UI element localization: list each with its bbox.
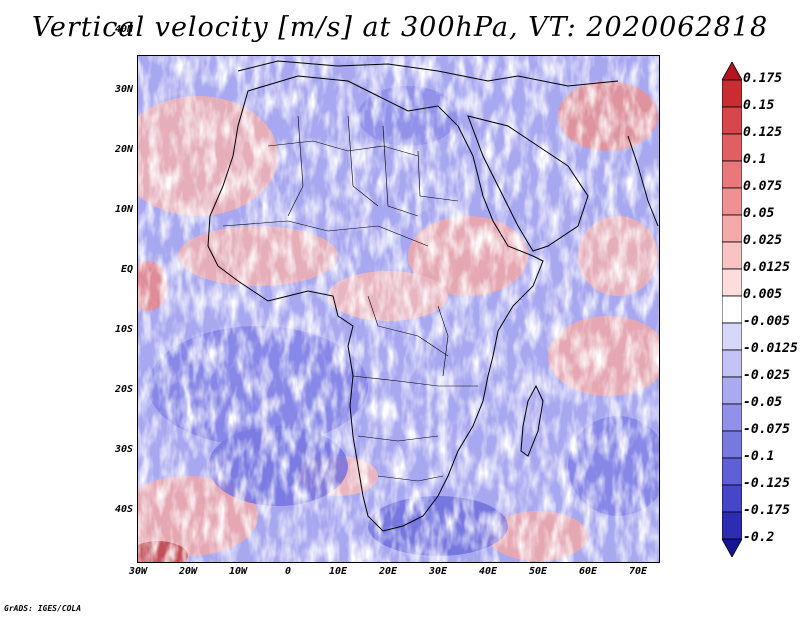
lon-label-70e: 70E — [628, 566, 648, 577]
lon-label-10e: 10E — [328, 566, 348, 577]
country-borders — [222, 115, 478, 482]
colorbar-box — [722, 160, 742, 189]
lat-label-20s: 20S — [114, 384, 133, 395]
coastlines — [207, 60, 659, 532]
colorbar-box — [722, 484, 742, 513]
madagascar-coastline — [520, 384, 544, 457]
colorbar-box — [722, 106, 742, 135]
lon-label-30w: 30W — [128, 566, 148, 577]
lon-label-0: 0 — [284, 566, 292, 577]
colorbar-box — [722, 214, 742, 243]
lon-label-50e: 50E — [528, 566, 548, 577]
lat-label-10n: 10N — [114, 204, 133, 215]
colorbar-label: 0.075 — [743, 179, 783, 194]
footer-credit: GrADS: IGES/COLA — [4, 604, 82, 613]
lon-label-20w: 20W — [178, 566, 198, 577]
colorbar-box — [722, 457, 742, 486]
colorbar-box — [722, 430, 742, 459]
colorbar-label: 0.05 — [743, 206, 775, 221]
colorbar-label: 0.0125 — [743, 260, 790, 275]
lon-label-30e: 30E — [428, 566, 448, 577]
colorbar-label: -0.075 — [743, 422, 790, 437]
africa-coastline — [207, 75, 544, 532]
lat-label-eq: EQ — [120, 264, 133, 275]
lat-label-30s: 30S — [114, 444, 133, 455]
field-texture — [138, 56, 659, 562]
colorbar-box — [722, 268, 742, 297]
colorbar-box — [722, 295, 742, 324]
colorbar-label: -0.0125 — [743, 341, 798, 356]
colorbar — [722, 62, 742, 557]
lat-label-30n: 30N — [114, 84, 133, 95]
europe-coastline — [237, 60, 619, 87]
lon-label-40e: 40E — [478, 566, 498, 577]
colorbar-box — [722, 322, 742, 351]
colorbar-label: -0.2 — [743, 530, 775, 545]
lon-label-60e: 60E — [578, 566, 598, 577]
lat-label-10s: 10S — [114, 324, 133, 335]
colorbar-top-arrow — [722, 62, 742, 81]
colorbar-box — [722, 376, 742, 405]
lat-label-40s: 40S — [114, 504, 133, 515]
colorbar-label: -0.025 — [743, 368, 790, 383]
colorbar-boxes — [722, 62, 742, 557]
colorbar-label: 0.005 — [743, 287, 783, 302]
map-title: Vertical velocity [m/s] at 300hPa, VT: 2… — [31, 12, 769, 43]
colorbar-label: -0.05 — [743, 395, 783, 410]
colorbar-label: -0.005 — [743, 314, 790, 329]
velocity-map — [137, 55, 660, 563]
colorbar-label: -0.175 — [743, 503, 790, 518]
colorbar-box — [722, 133, 742, 162]
lon-label-20e: 20E — [378, 566, 398, 577]
colorbar-box — [722, 79, 742, 108]
lat-label-40n: 40N — [114, 24, 133, 35]
lat-label-20n: 20N — [114, 144, 133, 155]
colorbar-box — [722, 403, 742, 432]
colorbar-label: 0.15 — [743, 98, 775, 113]
lon-label-10w: 10W — [228, 566, 248, 577]
colorbar-bottom-arrow — [722, 538, 742, 557]
colorbar-label: 0.175 — [743, 71, 783, 86]
colorbar-label: -0.1 — [743, 449, 775, 464]
colorbar-label: 0.125 — [743, 125, 783, 140]
arabia-coastline — [467, 115, 589, 252]
colorbar-label: -0.125 — [743, 476, 790, 491]
colorbar-label: 0.1 — [743, 152, 767, 167]
india-coastline — [627, 135, 659, 227]
colorbar-box — [722, 511, 742, 540]
colorbar-box — [722, 349, 742, 378]
colorbar-box — [722, 187, 742, 216]
colorbar-label: 0.025 — [743, 233, 783, 248]
colorbar-box — [722, 241, 742, 270]
velocity-field — [138, 56, 659, 562]
